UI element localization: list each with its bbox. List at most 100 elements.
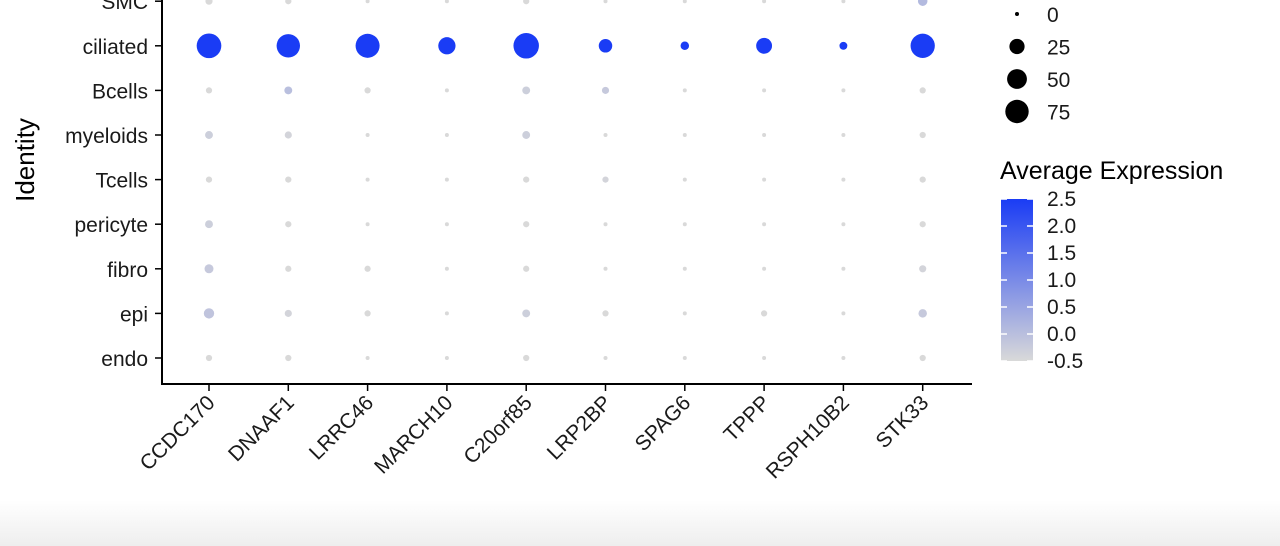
color-legend-title: Average Expression [1000, 157, 1223, 185]
dot [522, 131, 531, 139]
dot [919, 354, 926, 362]
dot [841, 222, 846, 227]
dot [841, 356, 846, 360]
color-legend-label: 1.0 [1047, 269, 1076, 292]
dot [919, 176, 926, 183]
color-legend-label: 1.5 [1047, 242, 1076, 265]
dot [285, 176, 292, 183]
dot [365, 133, 370, 137]
size-legend-dot [1015, 12, 1019, 16]
size-legend-dot [1007, 69, 1027, 89]
dot [355, 33, 380, 58]
dot [841, 311, 846, 316]
dot [762, 0, 767, 4]
dot [205, 0, 213, 5]
dot [762, 356, 767, 360]
dot [682, 311, 687, 316]
x-ticks [208, 384, 924, 391]
x-tick-label: CCDC170 [136, 391, 220, 475]
dot [205, 87, 213, 94]
dot [444, 88, 449, 93]
dot [917, 0, 928, 6]
color-legend-label: 2.5 [1047, 188, 1076, 211]
y-tick-label: ciliated [83, 36, 148, 59]
y-ticks [155, 0, 162, 359]
dot [204, 264, 214, 274]
dot [762, 266, 767, 271]
dot [680, 41, 690, 51]
dot [682, 177, 687, 182]
dot [285, 221, 292, 228]
dot [603, 356, 608, 360]
dot [205, 220, 213, 229]
dot [444, 311, 449, 316]
size-legend-label: 25 [1047, 37, 1070, 60]
color-legend-ticks: 2.5 2.0 1.5 1.0 0.5 0.0 -0.5 [1001, 188, 1083, 373]
dot [285, 0, 292, 5]
x-tick-label: LRP2BP [543, 391, 616, 464]
dot [682, 266, 687, 271]
dot [602, 176, 609, 183]
dots [196, 0, 935, 362]
dot [205, 354, 213, 362]
dot [919, 265, 927, 273]
dot [364, 310, 371, 317]
dot [365, 177, 370, 182]
dot [841, 177, 846, 182]
dot [444, 0, 449, 4]
x-tick-label: TPPP [720, 391, 775, 446]
dot [762, 177, 767, 182]
dot [523, 265, 530, 272]
dot [196, 33, 222, 59]
dot [365, 222, 370, 227]
dot [365, 0, 370, 4]
dot [364, 87, 371, 94]
y-tick-label: epi [120, 303, 148, 326]
dot [756, 37, 773, 54]
dot [284, 131, 292, 139]
dot [682, 222, 687, 227]
dot [444, 266, 449, 271]
dot [276, 34, 300, 58]
dot [522, 309, 531, 318]
dot [203, 308, 215, 319]
dot [762, 133, 767, 137]
size-legend: 0 25 50 75 [1005, 4, 1070, 125]
dot [919, 87, 926, 94]
dot [601, 86, 610, 94]
dot [682, 0, 687, 4]
size-legend-label: 75 [1047, 102, 1070, 125]
size-legend-dot [1005, 99, 1029, 124]
x-tick-label: DNAAF1 [224, 391, 299, 466]
dot [284, 86, 293, 95]
color-legend-label: 2.0 [1047, 215, 1076, 238]
dot [919, 221, 926, 228]
y-tick-label: pericyte [74, 214, 148, 237]
dot [523, 176, 530, 183]
size-legend-dot [1009, 38, 1025, 55]
y-tick-label: Bcells [92, 80, 148, 103]
y-tick-label: endo [101, 348, 148, 371]
dot [444, 356, 449, 360]
x-tick-label: RSPH10B2 [762, 391, 854, 483]
dot [682, 133, 687, 137]
dot [603, 222, 608, 227]
color-legend-label: 0.5 [1047, 296, 1076, 319]
x-tick-label: STK33 [872, 391, 934, 453]
dot [522, 86, 531, 95]
x-tick-label: SPAG6 [631, 391, 696, 456]
dot [919, 131, 926, 139]
dot [762, 222, 767, 227]
y-axis-title: Identity [10, 118, 40, 202]
y-tick-label: fibro [107, 259, 148, 282]
dot [841, 266, 846, 271]
dot [760, 310, 768, 317]
dot [444, 133, 449, 137]
dot [682, 88, 687, 93]
dot [523, 354, 530, 362]
x-tick-label: LRRC46 [305, 391, 378, 464]
y-tick-labels: endo epi fibro pericyte Tcells myeloids Bcells… [65, 0, 148, 371]
y-tick-label: Tcells [95, 170, 148, 193]
dot [910, 33, 935, 58]
